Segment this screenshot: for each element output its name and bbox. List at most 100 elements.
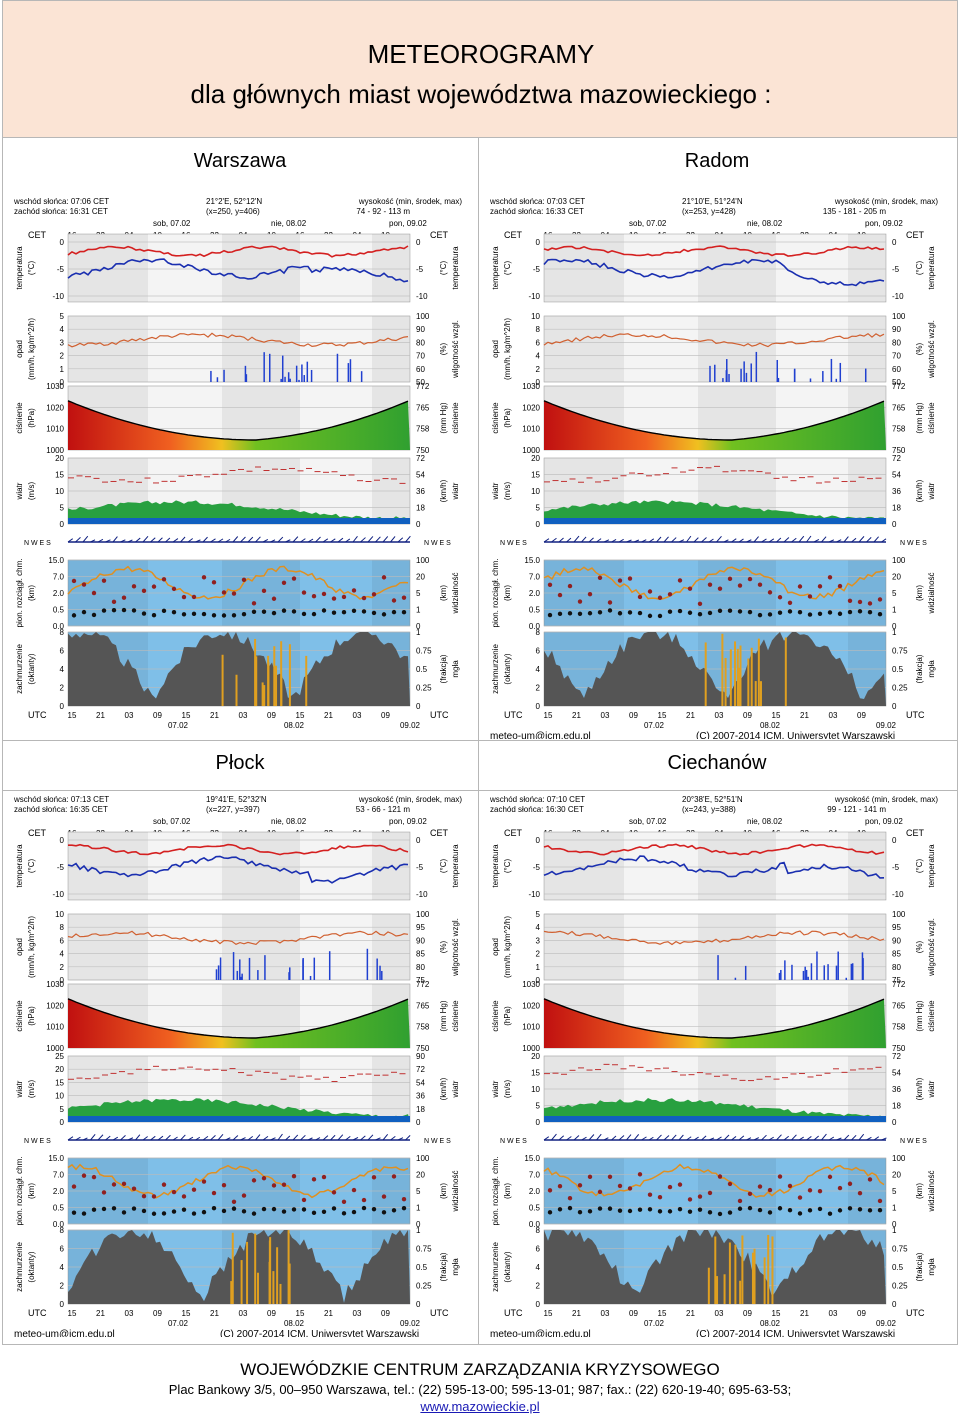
wind-barb: [746, 539, 752, 543]
precip-bar: [845, 977, 848, 980]
cloud-base-dot: [797, 1211, 803, 1216]
y-tick: 0: [60, 520, 65, 529]
night-band: [372, 1056, 410, 1122]
cloud-base-dot: [391, 609, 397, 615]
hour-label-bottom: 03: [125, 1309, 134, 1318]
fog-bar: [287, 1230, 290, 1304]
hour-label-bottom: 15: [544, 711, 553, 720]
wind-barb: [165, 1134, 171, 1141]
wind-barb: [82, 1137, 88, 1141]
precip-bar: [216, 377, 219, 382]
y-tick: 90: [892, 936, 901, 945]
y-tick: 0: [536, 238, 541, 247]
cloud-base-dot: [121, 607, 127, 613]
precip-unit: (mm/h, kg/m^2/h): [503, 916, 512, 978]
wind-barb: [828, 539, 835, 543]
y-tick: 2: [536, 365, 541, 374]
wind-barb: [656, 536, 662, 543]
pressure-area: [544, 998, 886, 1048]
cloud-cover-area: [68, 1230, 410, 1304]
wind-rose-left: N W E S: [500, 1138, 527, 1145]
wind-barb: [603, 539, 610, 543]
cloud-base-dot: [567, 1205, 573, 1211]
wind-barb: [881, 1137, 887, 1141]
panel-bg: [67, 315, 411, 383]
y-tick: 0.0: [53, 1220, 65, 1229]
wind-barb: [255, 536, 261, 543]
temperature-line: [67, 245, 409, 258]
footer-link[interactable]: www.mazowieckie.pl: [420, 1399, 540, 1414]
fog-bar: [728, 1242, 731, 1304]
cloud-top-dot: [221, 1182, 227, 1188]
pressure-unit-hpa: (hPa): [27, 1006, 36, 1026]
wind-barb: [581, 1136, 587, 1141]
y-tick: 20: [416, 1171, 425, 1180]
cloud-top-dot: [767, 1187, 773, 1193]
precip-bar: [281, 355, 284, 382]
y-tick: 8: [60, 923, 65, 932]
wind-barb: [798, 1136, 804, 1141]
wind-barb: [112, 536, 118, 543]
cloud-base-dot: [777, 1206, 783, 1211]
sunrise-text: wschód słońca: 07:03 CET: [489, 197, 585, 206]
hour-label-bottom: 09: [267, 711, 276, 720]
fog-bar: [305, 655, 308, 706]
y-tick: 1000: [522, 1044, 540, 1053]
cloud-base-dot: [161, 1211, 167, 1216]
wind-barb: [375, 536, 381, 543]
cloud-top-dot: [847, 598, 853, 604]
fog-bar: [784, 637, 787, 706]
y-tick: 4: [536, 1263, 541, 1272]
fog-bar: [273, 646, 276, 706]
hour-label-bottom: 15: [658, 1309, 667, 1318]
wind-barb: [217, 538, 224, 543]
wind-barb: [566, 1136, 572, 1141]
precip-bar: [802, 970, 805, 980]
cloud-top-dot: [271, 596, 277, 601]
wind-barb: [843, 536, 849, 543]
cloud-base-dot: [857, 609, 863, 614]
wind-barb: [783, 1135, 790, 1141]
copyright-text: (C) 2007-2014 ICM, Uniwersytet Warszawsk…: [696, 731, 895, 739]
wind-barb: [405, 1135, 411, 1141]
wind-label-right: wiatr: [927, 482, 936, 500]
cloud-base-dot: [251, 1211, 257, 1216]
cloud-top-dot: [241, 577, 247, 582]
cloud-base-dot: [817, 1206, 823, 1212]
y-tick: 1000: [46, 1044, 64, 1053]
hour-label-bottom: 21: [800, 711, 809, 720]
cloud-base-dot: [587, 611, 593, 616]
y-tick: 1: [892, 1226, 897, 1235]
y-tick: 5: [60, 504, 65, 513]
cloud-top-dot: [311, 1177, 317, 1182]
fog-bar: [729, 649, 732, 706]
cloud-base-dot: [767, 612, 773, 617]
cloud-base-dot: [381, 1210, 387, 1215]
cloud-top-dot: [261, 1176, 267, 1181]
hour-label-bottom: 15: [658, 711, 667, 720]
y-tick: 2.0: [529, 1187, 541, 1196]
humidity-unit: (%): [915, 342, 924, 355]
precip-label: opad: [15, 938, 24, 956]
y-tick: 72: [892, 1052, 901, 1061]
cet-left: CET: [504, 230, 523, 240]
precip-bar: [714, 364, 716, 382]
humidity-label: wilgotność wzgl.: [927, 320, 936, 379]
cloud-extent-unit: (km): [27, 1183, 36, 1199]
cloud-base-dot: [261, 1206, 267, 1212]
precip-bar: [793, 368, 796, 382]
wind-barb: [75, 1136, 81, 1141]
y-tick: 0: [60, 238, 65, 247]
cloud-top-dot: [121, 595, 127, 600]
y-tick: 36: [416, 487, 425, 496]
wind-barb: [322, 1135, 329, 1141]
fog-bar: [263, 685, 266, 706]
day-label-bottom: 08.02: [284, 1319, 305, 1328]
wind-barb: [157, 1135, 164, 1141]
wind-barb: [858, 536, 865, 543]
fog-bar: [255, 656, 258, 706]
cloud-top-dot: [877, 1198, 883, 1204]
wind-barb: [791, 1134, 797, 1141]
hour-label-bottom: 09: [743, 1309, 752, 1318]
cloud-base-dot: [637, 1207, 643, 1212]
